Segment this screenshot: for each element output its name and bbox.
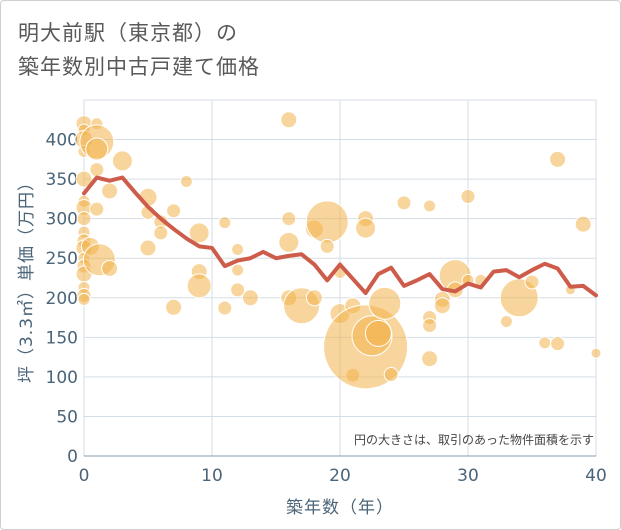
y-tick-label: 0	[67, 447, 78, 467]
data-bubble	[423, 199, 437, 213]
data-bubble	[77, 292, 91, 306]
x-tick-label: 30	[457, 466, 479, 486]
chart-title: 明大前駅（東京都）の 築年数別中古戸建て価格	[18, 16, 260, 84]
x-tick-label: 10	[201, 466, 223, 486]
average-price-line	[82, 175, 598, 298]
data-bubble	[75, 170, 93, 188]
data-bubble	[499, 315, 513, 329]
data-bubble	[549, 150, 567, 168]
bubble-layer	[74, 111, 602, 390]
size-legend-note: 円の大きさは、取引のあった物件面積を示す	[354, 432, 594, 447]
data-bubble	[76, 211, 92, 227]
chart-title-line-1: 明大前駅（東京都）の	[18, 21, 238, 45]
data-bubble	[319, 238, 335, 254]
y-tick-label: 300	[46, 210, 78, 230]
data-bubble	[574, 215, 592, 233]
y-tick-label: 150	[46, 328, 78, 348]
data-bubble	[550, 336, 566, 352]
data-bubble	[460, 189, 476, 205]
data-bubble	[101, 260, 119, 278]
data-bubble	[396, 195, 412, 211]
data-bubble	[305, 289, 323, 307]
data-bubble	[364, 319, 392, 347]
data-bubble	[165, 298, 183, 316]
data-bubble	[188, 222, 210, 244]
data-bubble	[217, 300, 233, 316]
data-bubble	[590, 347, 602, 359]
data-bubble	[153, 225, 169, 241]
data-bubble	[101, 182, 119, 200]
data-bubble	[179, 174, 193, 188]
data-bubble	[139, 239, 157, 257]
data-bubble	[524, 274, 540, 290]
data-bubble	[231, 263, 245, 277]
data-bubble	[355, 217, 377, 239]
data-bubble	[538, 336, 552, 350]
x-tick-label: 40	[585, 466, 607, 486]
y-tick-label: 350	[46, 170, 78, 190]
data-bubble	[89, 162, 105, 178]
data-bubble	[241, 289, 259, 307]
data-bubble	[166, 203, 182, 219]
x-axis-label: 築年数（年）	[286, 498, 394, 518]
x-tick-label: 0	[79, 466, 90, 486]
x-tick-label: 20	[329, 466, 351, 486]
y-axis-label: 坪（3.3㎡）単価（万円）	[17, 173, 37, 383]
data-bubble	[422, 317, 438, 333]
data-bubble	[218, 216, 232, 230]
y-tick-label: 400	[46, 131, 78, 151]
y-tick-label: 200	[46, 289, 78, 309]
data-bubble	[85, 137, 109, 161]
data-bubble	[231, 243, 245, 257]
data-bubble	[281, 211, 297, 227]
data-bubble	[421, 350, 439, 368]
data-bubble	[368, 286, 402, 320]
data-bubble	[186, 273, 212, 299]
y-tick-label: 250	[46, 249, 78, 269]
y-tick-label: 50	[56, 407, 78, 427]
y-tick-label: 100	[46, 368, 78, 388]
data-bubble	[278, 231, 300, 253]
chart-title-line-2: 築年数別中古戸建て価格	[18, 55, 260, 79]
data-bubble	[111, 150, 133, 172]
data-bubble	[280, 111, 298, 129]
data-bubble	[433, 297, 451, 315]
data-bubble	[305, 200, 349, 244]
data-bubble	[89, 201, 105, 217]
data-bubble	[230, 282, 246, 298]
data-bubble	[383, 367, 399, 383]
